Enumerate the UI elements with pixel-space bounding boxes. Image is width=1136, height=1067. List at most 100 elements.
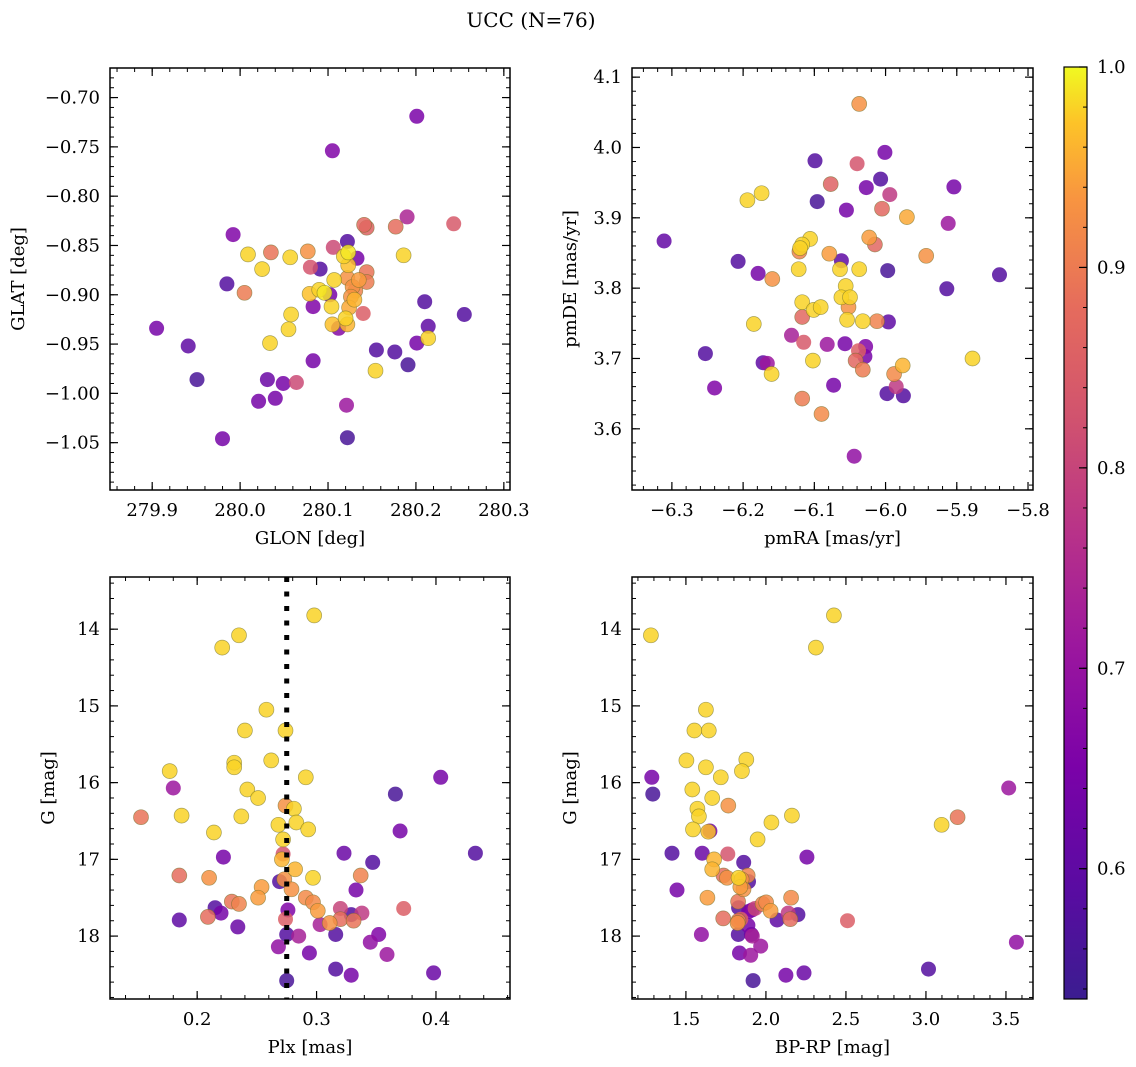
- ticks: [632, 577, 1033, 999]
- data-point: [263, 244, 279, 261]
- data-point: [149, 320, 165, 336]
- data-point: [826, 377, 842, 393]
- data-point: [694, 845, 710, 861]
- data-point: [365, 854, 381, 870]
- data-point: [849, 156, 865, 172]
- y-tick-label: 16: [77, 773, 100, 794]
- data-point: [283, 306, 299, 323]
- data-point: [206, 824, 222, 841]
- x-tick-label: 280.1: [302, 500, 354, 521]
- data-point: [219, 276, 235, 292]
- data-point: [231, 627, 247, 644]
- data-point: [704, 861, 721, 878]
- data-point: [171, 912, 187, 928]
- data-point: [812, 299, 829, 315]
- data-point: [764, 271, 781, 287]
- data-point: [215, 849, 231, 865]
- y-tick-label: −0.85: [45, 235, 100, 256]
- y-axis-label: pmDE [mas/yr]: [560, 210, 581, 348]
- data-point: [189, 372, 205, 388]
- data-point: [262, 335, 278, 351]
- data-point: [783, 889, 799, 906]
- axes-frame: [109, 576, 511, 1000]
- data-point: [300, 821, 317, 838]
- data-point: [396, 901, 412, 916]
- data-point: [180, 338, 196, 354]
- data-point: [259, 372, 275, 388]
- data-point: [328, 961, 344, 977]
- panel-plx-g: 0.2 0.3 0.4 14 15 16 17 18 Plx [mas] G [mag]: [38, 576, 511, 1058]
- data-point: [282, 249, 299, 266]
- data-point: [332, 901, 348, 916]
- y-tick-label: −0.90: [45, 285, 100, 306]
- y-tick-label: −0.70: [45, 88, 100, 109]
- panel-pmra-pmde: −6.3 −6.2 −6.1 −6.0 −5.9 −5.8 3.6 3.7 3.8 3.9 4.0 4…: [560, 67, 1050, 549]
- data-point: [399, 209, 415, 225]
- data-point: [707, 380, 723, 396]
- data-point: [750, 265, 766, 281]
- data-point: [784, 807, 800, 824]
- scatter-points: [149, 108, 472, 447]
- data-point: [745, 316, 762, 332]
- data-point: [326, 272, 343, 288]
- data-point: [456, 307, 472, 322]
- y-tick-label: 18: [77, 926, 100, 947]
- data-point: [790, 261, 807, 278]
- y-axis-label: GLAT [deg]: [8, 227, 29, 331]
- colorbar: 0.6 0.7 0.8 0.9 1.0: [1063, 57, 1126, 1000]
- data-point: [880, 263, 896, 279]
- data-point: [446, 216, 462, 232]
- data-point: [165, 780, 181, 796]
- data-point: [861, 229, 878, 246]
- x-tick-label: 0.3: [302, 1009, 331, 1030]
- data-point: [275, 831, 291, 848]
- data-point: [355, 306, 371, 321]
- data-point: [799, 849, 815, 865]
- data-point: [231, 896, 247, 912]
- data-point: [433, 769, 449, 785]
- data-point: [894, 357, 911, 374]
- data-point: [367, 362, 384, 379]
- data-point: [215, 431, 230, 447]
- data-point: [237, 722, 253, 739]
- data-point: [213, 905, 229, 921]
- data-point: [200, 909, 216, 925]
- data-point: [964, 350, 981, 367]
- scatter-points: [643, 607, 1024, 989]
- data-point: [279, 973, 295, 989]
- data-point: [270, 939, 286, 955]
- data-point: [263, 752, 280, 769]
- data-point: [684, 781, 701, 798]
- x-axis-label: Plx [mas]: [268, 1037, 353, 1058]
- data-point: [325, 239, 341, 255]
- data-point: [420, 318, 436, 334]
- data-point: [324, 316, 341, 333]
- data-point: [753, 938, 769, 954]
- x-axis-label: GLON [deg]: [255, 528, 365, 549]
- data-point: [240, 246, 256, 263]
- data-point: [356, 216, 372, 233]
- data-point: [700, 722, 717, 739]
- data-point: [305, 353, 321, 369]
- data-point: [693, 927, 709, 942]
- x-tick-label: −6.0: [864, 500, 908, 521]
- data-point: [743, 947, 759, 963]
- y-tick-label: 3.7: [593, 348, 622, 369]
- y-tick-label: 4.0: [593, 137, 622, 158]
- data-point: [854, 361, 871, 378]
- data-point: [1008, 934, 1024, 950]
- data-point: [328, 927, 344, 942]
- x-tick-label: 280.2: [390, 500, 442, 521]
- data-point: [832, 261, 848, 278]
- data-point: [763, 366, 780, 382]
- data-point: [656, 233, 672, 249]
- x-tick-label: 279.9: [126, 500, 178, 521]
- data-point: [720, 797, 737, 814]
- x-tick-label: −6.2: [721, 500, 765, 521]
- y-tick-label: 17: [599, 849, 622, 870]
- data-point: [808, 639, 824, 656]
- y-axis-label: G [mag]: [38, 751, 59, 824]
- data-point: [280, 321, 297, 338]
- y-tick-label: −0.75: [45, 137, 100, 158]
- data-point: [291, 928, 307, 944]
